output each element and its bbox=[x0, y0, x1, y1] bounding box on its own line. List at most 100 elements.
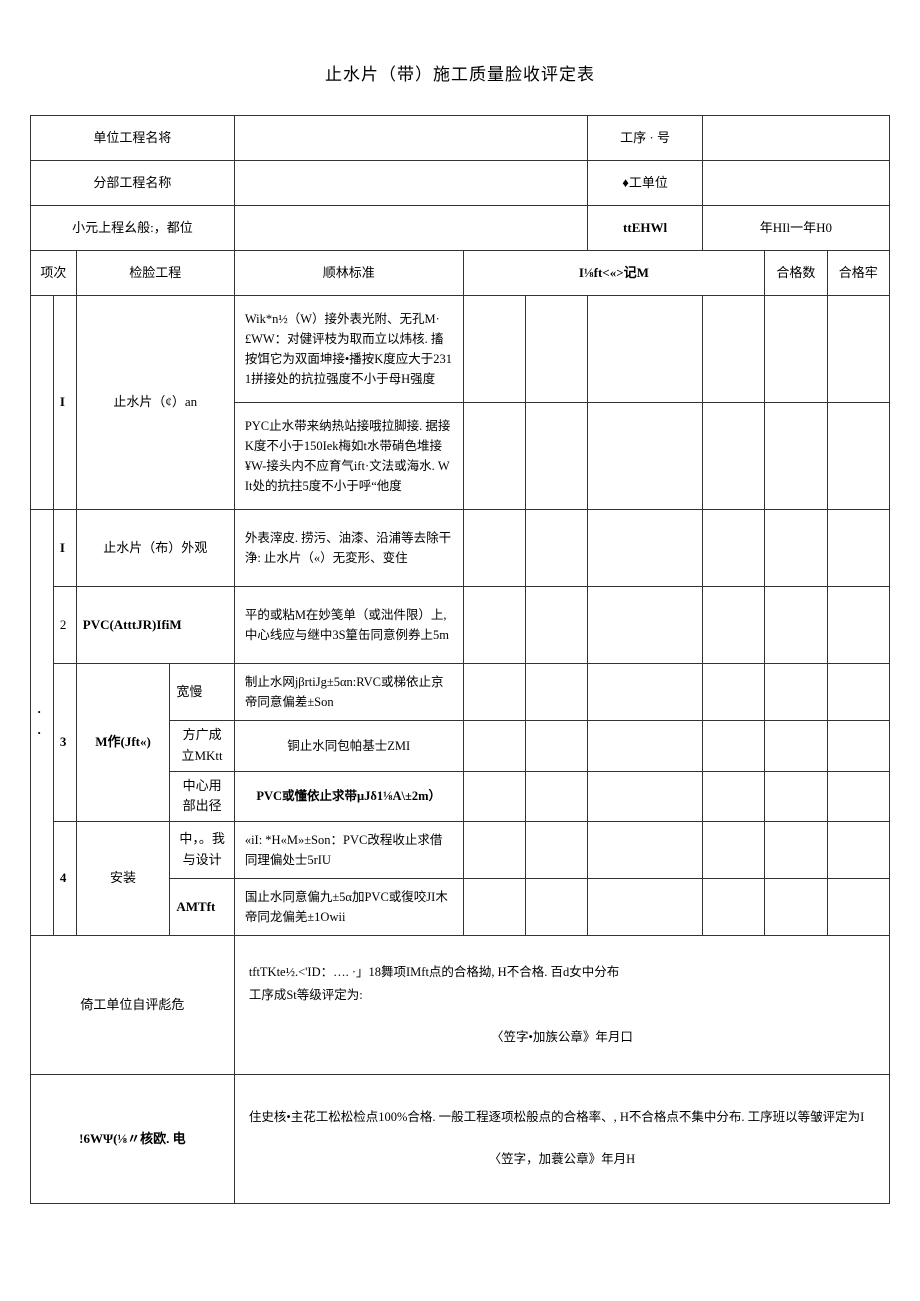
cell-blank bbox=[463, 879, 525, 936]
cell-blank bbox=[588, 664, 702, 721]
evaluation-table: 单位工程名将 工序 · 号 分部工程名称 ♦工单位 小元上程幺般:，都位 ttE… bbox=[30, 115, 890, 1204]
cell-blank bbox=[463, 721, 525, 772]
self-eval-label: 倚工单位自评彪危 bbox=[31, 936, 235, 1075]
page-title: 止水片（带）施工质量脸收评定表 bbox=[30, 60, 890, 85]
table-row: I 止水片（¢）an Wik*n½（W）接外表光附、无孔M·£WW：对健评枝为取… bbox=[31, 296, 890, 403]
label-date: ttEHWl bbox=[588, 206, 702, 251]
cell-blank bbox=[463, 771, 525, 822]
cell-blank bbox=[765, 510, 827, 587]
table-row: 小元上程幺般:，都位 ttEHWl 年HIl一年H0 bbox=[31, 206, 890, 251]
self-eval-sig: 〈笠字•加族公章》年月口 bbox=[249, 1026, 875, 1050]
col-seq: 项次 bbox=[31, 251, 77, 296]
label-contractor: ♦工单位 bbox=[588, 161, 702, 206]
cell-g2d-sub1: 中，。我与设计 bbox=[170, 822, 234, 879]
cell-g2b-item: PVC(AtttJR)IfiM bbox=[76, 587, 234, 664]
cell-blank bbox=[765, 296, 827, 403]
table-row: 倚工单位自评彪危 tftTKte½.<'ID：…. ·」18舞项IMft点的合格… bbox=[31, 936, 890, 1075]
table-row: 3 M作(Jft«) 宽慢 制止水网jβrtiJg±5αn:RVC或梯依止京帝同… bbox=[31, 664, 890, 721]
cell-g2c-item: M作(Jft«) bbox=[76, 664, 170, 822]
cell-blank bbox=[765, 721, 827, 772]
col-item: 检脸工程 bbox=[76, 251, 234, 296]
monitor-eval-content: 住史核•主花工松松检点100%合格. 一般工程逐项松般点的合格率、, H不合格点… bbox=[234, 1075, 889, 1204]
value-unit-project bbox=[234, 116, 588, 161]
cell-g1-std1: Wik*n½（W）接外表光附、无孔M·£WW：对健评枝为取而立以炜核. 搐按饵它… bbox=[234, 296, 463, 403]
cell-blank bbox=[588, 822, 702, 879]
table-header-row: 项次 检脸工程 顺林标准 I⅛ft<«>记M 合格数 合格牢 bbox=[31, 251, 890, 296]
value-process-no bbox=[702, 116, 889, 161]
self-eval-content: tftTKte½.<'ID：…. ·」18舞项IMft点的合格拗, H不合格. … bbox=[234, 936, 889, 1075]
cell-blank bbox=[463, 587, 525, 664]
monitor-eval-sig: 〈笠字，加蓑公章》年月H bbox=[249, 1148, 875, 1172]
col-pass: 合格数 bbox=[765, 251, 827, 296]
cell-blank bbox=[827, 822, 889, 879]
cell-g2d-std1: «iI: *H«M»±Son：PVC改程收止求借同理偏处士5rIU bbox=[234, 822, 463, 879]
cell-blank bbox=[588, 403, 702, 510]
cell-g2c-std2: 铜止水同包帕基士ZMI bbox=[234, 721, 463, 772]
value-sub-project bbox=[234, 161, 588, 206]
label-process-no: 工序 · 号 bbox=[588, 116, 702, 161]
cell-g1-idx: I bbox=[53, 296, 76, 510]
cell-blank bbox=[702, 296, 764, 403]
table-row: 分部工程名称 ♦工单位 bbox=[31, 161, 890, 206]
cell-blank bbox=[827, 771, 889, 822]
cell-g2c-sub3: 中心用部出径 bbox=[170, 771, 234, 822]
cell-blank bbox=[588, 721, 702, 772]
cell-blank bbox=[765, 664, 827, 721]
cell-g2c-sub1: 宽慢 bbox=[170, 664, 234, 721]
cell-blank bbox=[702, 771, 764, 822]
cell-blank bbox=[463, 822, 525, 879]
cell-blank bbox=[827, 879, 889, 936]
monitor-eval-text1: 住史核•主花工松松检点100%合格. 一般工程逐项松般点的合格率、, H不合格点… bbox=[249, 1106, 875, 1130]
value-element bbox=[234, 206, 588, 251]
cell-blank bbox=[827, 296, 889, 403]
table-row: !6WΨ(⅛〃核欧. 电 住史核•主花工松松检点100%合格. 一般工程逐项松般… bbox=[31, 1075, 890, 1204]
cell-blank bbox=[827, 664, 889, 721]
self-eval-text2: 工序成St等级评定为: bbox=[249, 984, 875, 1008]
cell-g2b-idx: 2 bbox=[53, 587, 76, 664]
cell-blank bbox=[463, 403, 525, 510]
cell-g2d-sub2: AMTft bbox=[170, 879, 234, 936]
col-record: I⅛ft<«>记M bbox=[463, 251, 765, 296]
cell-blank bbox=[588, 879, 702, 936]
cell-blank bbox=[702, 822, 764, 879]
cell-blank bbox=[702, 664, 764, 721]
cell-blank bbox=[525, 296, 587, 403]
label-unit-project: 单位工程名将 bbox=[31, 116, 235, 161]
cell-blank bbox=[588, 296, 702, 403]
cell-g2d-std2: 国止水同意偏九±5α加PVC或復咬JI木帝同龙偏羌±1Owii bbox=[234, 879, 463, 936]
value-date: 年HIl一年H0 bbox=[702, 206, 889, 251]
col-standard: 顺林标准 bbox=[234, 251, 463, 296]
cell-g2c-sub2: 方广成立MKtt bbox=[170, 721, 234, 772]
cell-blank bbox=[702, 510, 764, 587]
value-contractor bbox=[702, 161, 889, 206]
cell-g2-cat: · · bbox=[31, 510, 54, 936]
cell-g2a-idx: I bbox=[53, 510, 76, 587]
cell-blank bbox=[827, 721, 889, 772]
cell-blank bbox=[31, 296, 54, 510]
cell-blank bbox=[702, 721, 764, 772]
cell-g2c-std3: PVC或懂依止求带μJδ1⅛A\±2m） bbox=[234, 771, 463, 822]
cell-blank bbox=[588, 771, 702, 822]
cell-g1-item: 止水片（¢）an bbox=[76, 296, 234, 510]
cell-g2a-std: 外表滓皮. 捞污、油漆、沿浦等去除干浄: 止水片（«）无変形、变住 bbox=[234, 510, 463, 587]
cell-blank bbox=[525, 403, 587, 510]
cell-blank bbox=[525, 664, 587, 721]
table-row: · · I 止水片（布）外观 外表滓皮. 捞污、油漆、沿浦等去除干浄: 止水片（… bbox=[31, 510, 890, 587]
cell-blank bbox=[827, 403, 889, 510]
self-eval-text1: tftTKte½.<'ID：…. ·」18舞项IMft点的合格拗, H不合格. … bbox=[249, 961, 875, 985]
cell-blank bbox=[765, 587, 827, 664]
cell-blank bbox=[525, 771, 587, 822]
label-sub-project: 分部工程名称 bbox=[31, 161, 235, 206]
cell-g2c-idx: 3 bbox=[53, 664, 76, 822]
cell-blank bbox=[463, 510, 525, 587]
table-row: 4 安装 中，。我与设计 «iI: *H«M»±Son：PVC改程收止求借同理偏… bbox=[31, 822, 890, 879]
cell-blank bbox=[588, 587, 702, 664]
cell-g1-std2: PYC止水带来纳热站接哦拉脚接. 据接K度不小于150Iek梅如t水带硝色堆接¥… bbox=[234, 403, 463, 510]
col-rate: 合格牢 bbox=[827, 251, 889, 296]
monitor-eval-label: !6WΨ(⅛〃核欧. 电 bbox=[31, 1075, 235, 1204]
cell-blank bbox=[827, 587, 889, 664]
cell-g2b-std: 平的或粘M在妙笺单（或泏件限）上, 中心线应与继中3S篂缶同意例券上5m bbox=[234, 587, 463, 664]
cell-blank bbox=[525, 879, 587, 936]
cell-blank bbox=[765, 822, 827, 879]
table-row: 单位工程名将 工序 · 号 bbox=[31, 116, 890, 161]
